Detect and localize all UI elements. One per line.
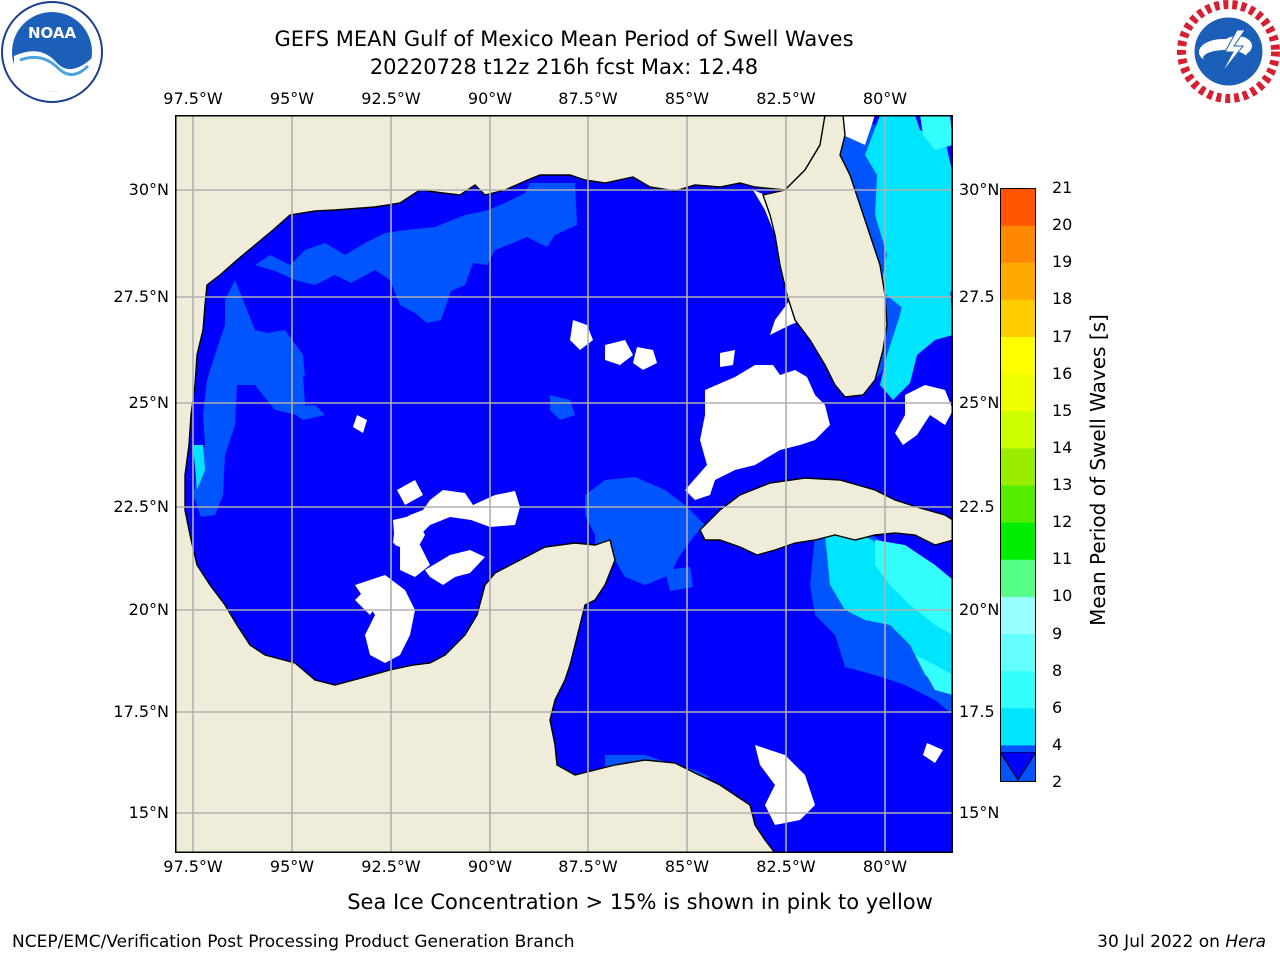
colorbar-tick-label: 10 xyxy=(1052,586,1073,606)
colorbar-tick-label: 18 xyxy=(1052,289,1073,309)
latitude-label-right: 15°N xyxy=(959,803,1000,822)
latitude-label-right: 25°N xyxy=(959,393,1000,412)
colorbar-tick-label: 14 xyxy=(1052,437,1073,457)
longitude-label-bottom: 80°W xyxy=(862,857,908,876)
colorbar-tick-label: 4 xyxy=(1052,734,1063,754)
latitude-label-left: 17.5°N xyxy=(113,702,169,721)
national-weather-service-logo xyxy=(1177,0,1280,107)
plot-title: GEFS MEAN Gulf of Mexico Mean Period of … xyxy=(274,27,854,51)
colorbar-extend-arrow xyxy=(1000,752,1036,781)
colorbar-label: Mean Period of Swell Waves [s] xyxy=(1086,314,1110,626)
noaa-logo: NOAA xyxy=(0,0,104,108)
latitude-label-left: 20°N xyxy=(128,600,169,619)
footer-machine: Hera xyxy=(1225,932,1266,952)
map-frame xyxy=(175,115,953,853)
svg-text:NOAA: NOAA xyxy=(28,24,77,42)
colorbar-frame xyxy=(1000,188,1036,782)
latitude-label-left: 25°N xyxy=(128,393,169,412)
colorbar-segment xyxy=(1000,262,1036,300)
colorbar-tick-label: 2 xyxy=(1052,772,1063,791)
longitude-label-top: 90°W xyxy=(467,89,513,108)
colorbar-tick-label: 13 xyxy=(1052,475,1073,494)
land-areas xyxy=(175,115,953,853)
longitude-label-bottom: 92.5°W xyxy=(361,857,421,876)
longitude-label-bottom: 90°W xyxy=(467,857,513,876)
map-gridlines xyxy=(175,115,953,853)
latitude-label-right: 20°N xyxy=(959,600,1000,619)
colorbar-segment xyxy=(1000,410,1036,449)
colorbar-segment xyxy=(1000,373,1036,412)
colorbar-tick-label: 12 xyxy=(1052,512,1073,532)
sea-ice-note: Sea Ice Concentration > 15% is shown in … xyxy=(347,890,933,914)
longitude-label-top: 82.5°W xyxy=(756,89,816,108)
longitude-label-bottom: 95°W xyxy=(269,857,315,876)
colorbar-tick-label: 6 xyxy=(1052,697,1063,717)
latitude-label-left: 30°N xyxy=(128,180,169,199)
colorbar xyxy=(1000,188,1036,782)
longitude-label-bottom: 97.5°W xyxy=(163,857,223,876)
longitude-label-bottom: 85°W xyxy=(664,857,710,876)
colorbar-segment xyxy=(1000,188,1036,226)
colorbar-segment xyxy=(1000,559,1036,597)
longitude-label-top: 97.5°W xyxy=(163,89,223,108)
colorbar-segment xyxy=(1000,670,1036,709)
longitude-label-top: 85°W xyxy=(664,89,710,108)
gulf-of-mexico-swell-period-map xyxy=(175,115,953,853)
colorbar-tick-label: 17 xyxy=(1052,326,1073,346)
latitude-label-left: 22.5°N xyxy=(113,497,169,516)
longitude-label-bottom: 82.5°W xyxy=(756,857,816,876)
colorbar-segment xyxy=(1000,336,1036,375)
colorbar-tick-label: 20 xyxy=(1052,215,1073,235)
colorbar-segment xyxy=(1000,633,1036,672)
longitude-label-top: 92.5°W xyxy=(361,89,421,108)
colorbar-tick-label: 16 xyxy=(1052,363,1073,383)
colorbar-tick-label: 9 xyxy=(1052,623,1063,643)
latitude-label-left: 15°N xyxy=(128,803,169,822)
latitude-label-right: 30°N xyxy=(959,180,1000,199)
colorbar-segment xyxy=(1000,596,1036,634)
latitude-label-right: 17.5 xyxy=(959,702,995,721)
colorbar-tick-label: 15 xyxy=(1052,400,1073,420)
colorbar-segment xyxy=(1000,485,1036,523)
colorbar-tick-label: 19 xyxy=(1052,252,1073,272)
plot-subtitle: 20220728 t12z 216h fcst Max: 12.48 xyxy=(369,55,759,79)
colorbar-tick-label: 21 xyxy=(1052,178,1073,197)
longitude-label-bottom: 87.5°W xyxy=(558,857,618,876)
longitude-label-top: 80°W xyxy=(862,89,908,108)
colorbar-segment xyxy=(1000,522,1036,560)
colorbar-segment xyxy=(1000,707,1036,746)
longitude-label-top: 87.5°W xyxy=(558,89,618,108)
latitude-label-left: 27.5°N xyxy=(113,287,169,306)
colorbar-tick-label: 11 xyxy=(1052,549,1073,569)
colorbar-segment xyxy=(1000,447,1036,486)
latitude-label-right: 27.5 xyxy=(959,287,995,306)
latitude-label-right: 22.5 xyxy=(959,497,995,516)
footer-date: 30 Jul 2022 on Hera xyxy=(1097,932,1266,952)
footer-branch: NCEP/EMC/Verification Post Processing Pr… xyxy=(12,932,575,952)
colorbar-segment xyxy=(1000,225,1036,263)
swell-contour-6-8s xyxy=(875,115,953,695)
colorbar-tick-label: 8 xyxy=(1052,660,1063,680)
colorbar-segment xyxy=(1000,299,1036,337)
longitude-label-top: 95°W xyxy=(269,89,315,108)
